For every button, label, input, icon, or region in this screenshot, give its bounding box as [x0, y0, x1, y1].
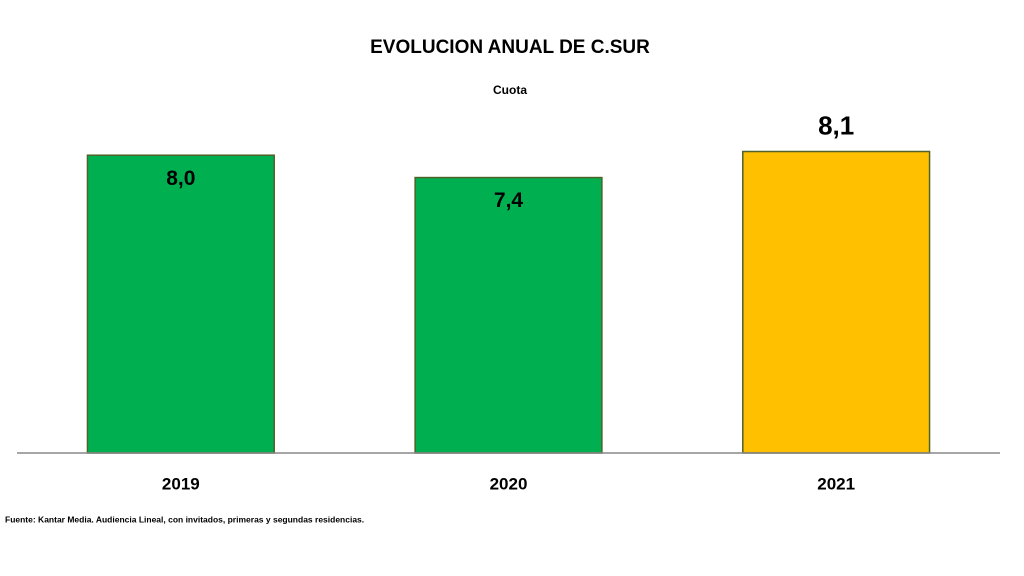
- chart-title: EVOLUCION ANUAL DE C.SUR: [370, 37, 650, 58]
- x-tick-label: 2021: [817, 474, 855, 493]
- value-label: 7,4: [494, 189, 524, 212]
- chart-subtitle: Cuota: [493, 83, 527, 97]
- value-label: 8,1: [818, 110, 854, 140]
- source-note: Fuente: Kantar Media. Audiencia Lineal, …: [5, 514, 364, 524]
- bar: [414, 176, 603, 454]
- bar: [742, 150, 931, 454]
- bar: [86, 154, 275, 454]
- x-tick-label: 2020: [490, 474, 528, 493]
- value-label: 8,0: [166, 167, 195, 190]
- x-tick-label: 2019: [162, 474, 200, 493]
